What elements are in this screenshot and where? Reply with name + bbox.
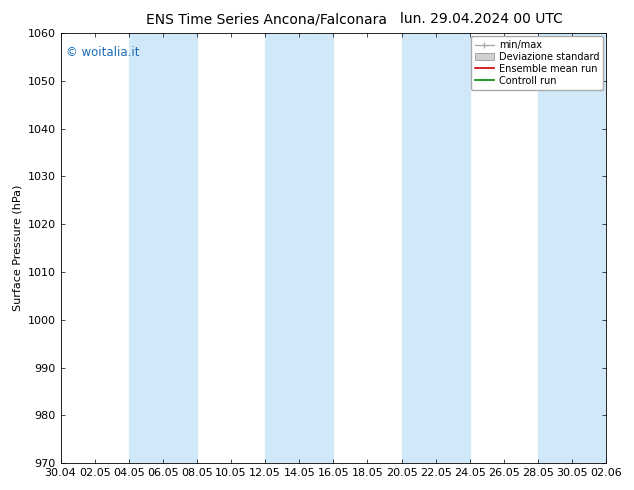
Text: ENS Time Series Ancona/Falconara: ENS Time Series Ancona/Falconara <box>146 12 387 26</box>
Bar <box>538 33 606 463</box>
Legend: min/max, Deviazione standard, Ensemble mean run, Controll run: min/max, Deviazione standard, Ensemble m… <box>470 36 603 90</box>
Text: © woitalia.it: © woitalia.it <box>66 46 139 59</box>
Bar <box>129 33 197 463</box>
Text: lun. 29.04.2024 00 UTC: lun. 29.04.2024 00 UTC <box>401 12 563 26</box>
Bar <box>265 33 333 463</box>
Y-axis label: Surface Pressure (hPa): Surface Pressure (hPa) <box>12 185 22 311</box>
Bar <box>401 33 470 463</box>
